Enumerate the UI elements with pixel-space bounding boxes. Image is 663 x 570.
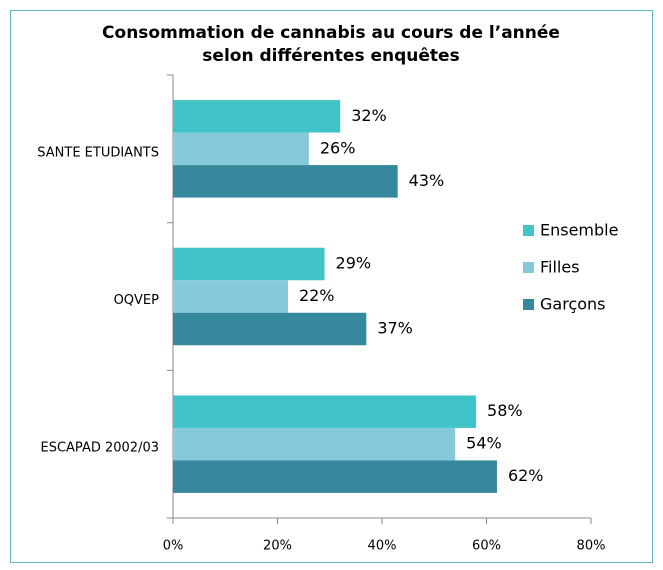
bar bbox=[173, 460, 497, 493]
value-label: 43% bbox=[409, 171, 445, 190]
x-tick-label: 0% bbox=[163, 539, 184, 554]
value-label: 37% bbox=[377, 319, 413, 338]
y-tick-label: OQVEP bbox=[114, 293, 160, 308]
y-tick-label: SANTE ETUDIANTS bbox=[37, 145, 159, 160]
y-tick-label: ESCAPAD 2002/03 bbox=[41, 441, 160, 456]
value-label: 26% bbox=[320, 138, 356, 157]
bar bbox=[173, 427, 456, 461]
bar bbox=[173, 247, 325, 281]
value-label: 54% bbox=[466, 434, 502, 453]
legend-label: Filles bbox=[540, 258, 580, 277]
legend-label: Garçons bbox=[540, 295, 606, 314]
value-label: 32% bbox=[351, 106, 387, 125]
bar bbox=[173, 132, 309, 166]
legend-label: Ensemble bbox=[540, 221, 618, 240]
value-label: 62% bbox=[508, 466, 544, 485]
value-label: 58% bbox=[487, 401, 523, 420]
x-tick-label: 40% bbox=[368, 539, 397, 554]
value-label: 29% bbox=[336, 254, 372, 273]
bar bbox=[173, 165, 398, 198]
chart-title: Consommation de cannabis au cours de l’a… bbox=[102, 23, 560, 43]
bar bbox=[173, 395, 477, 428]
x-tick-label: 20% bbox=[263, 539, 292, 554]
chart-title: selon différentes enquêtes bbox=[202, 46, 459, 66]
legend-swatch bbox=[523, 262, 534, 273]
bar bbox=[173, 100, 341, 133]
bar bbox=[173, 312, 367, 346]
x-tick-label: 80% bbox=[577, 539, 606, 554]
legend-swatch bbox=[523, 225, 534, 236]
x-tick-label: 60% bbox=[472, 539, 501, 554]
bar bbox=[173, 280, 288, 313]
legend-swatch bbox=[523, 299, 534, 310]
value-label: 22% bbox=[299, 286, 335, 305]
